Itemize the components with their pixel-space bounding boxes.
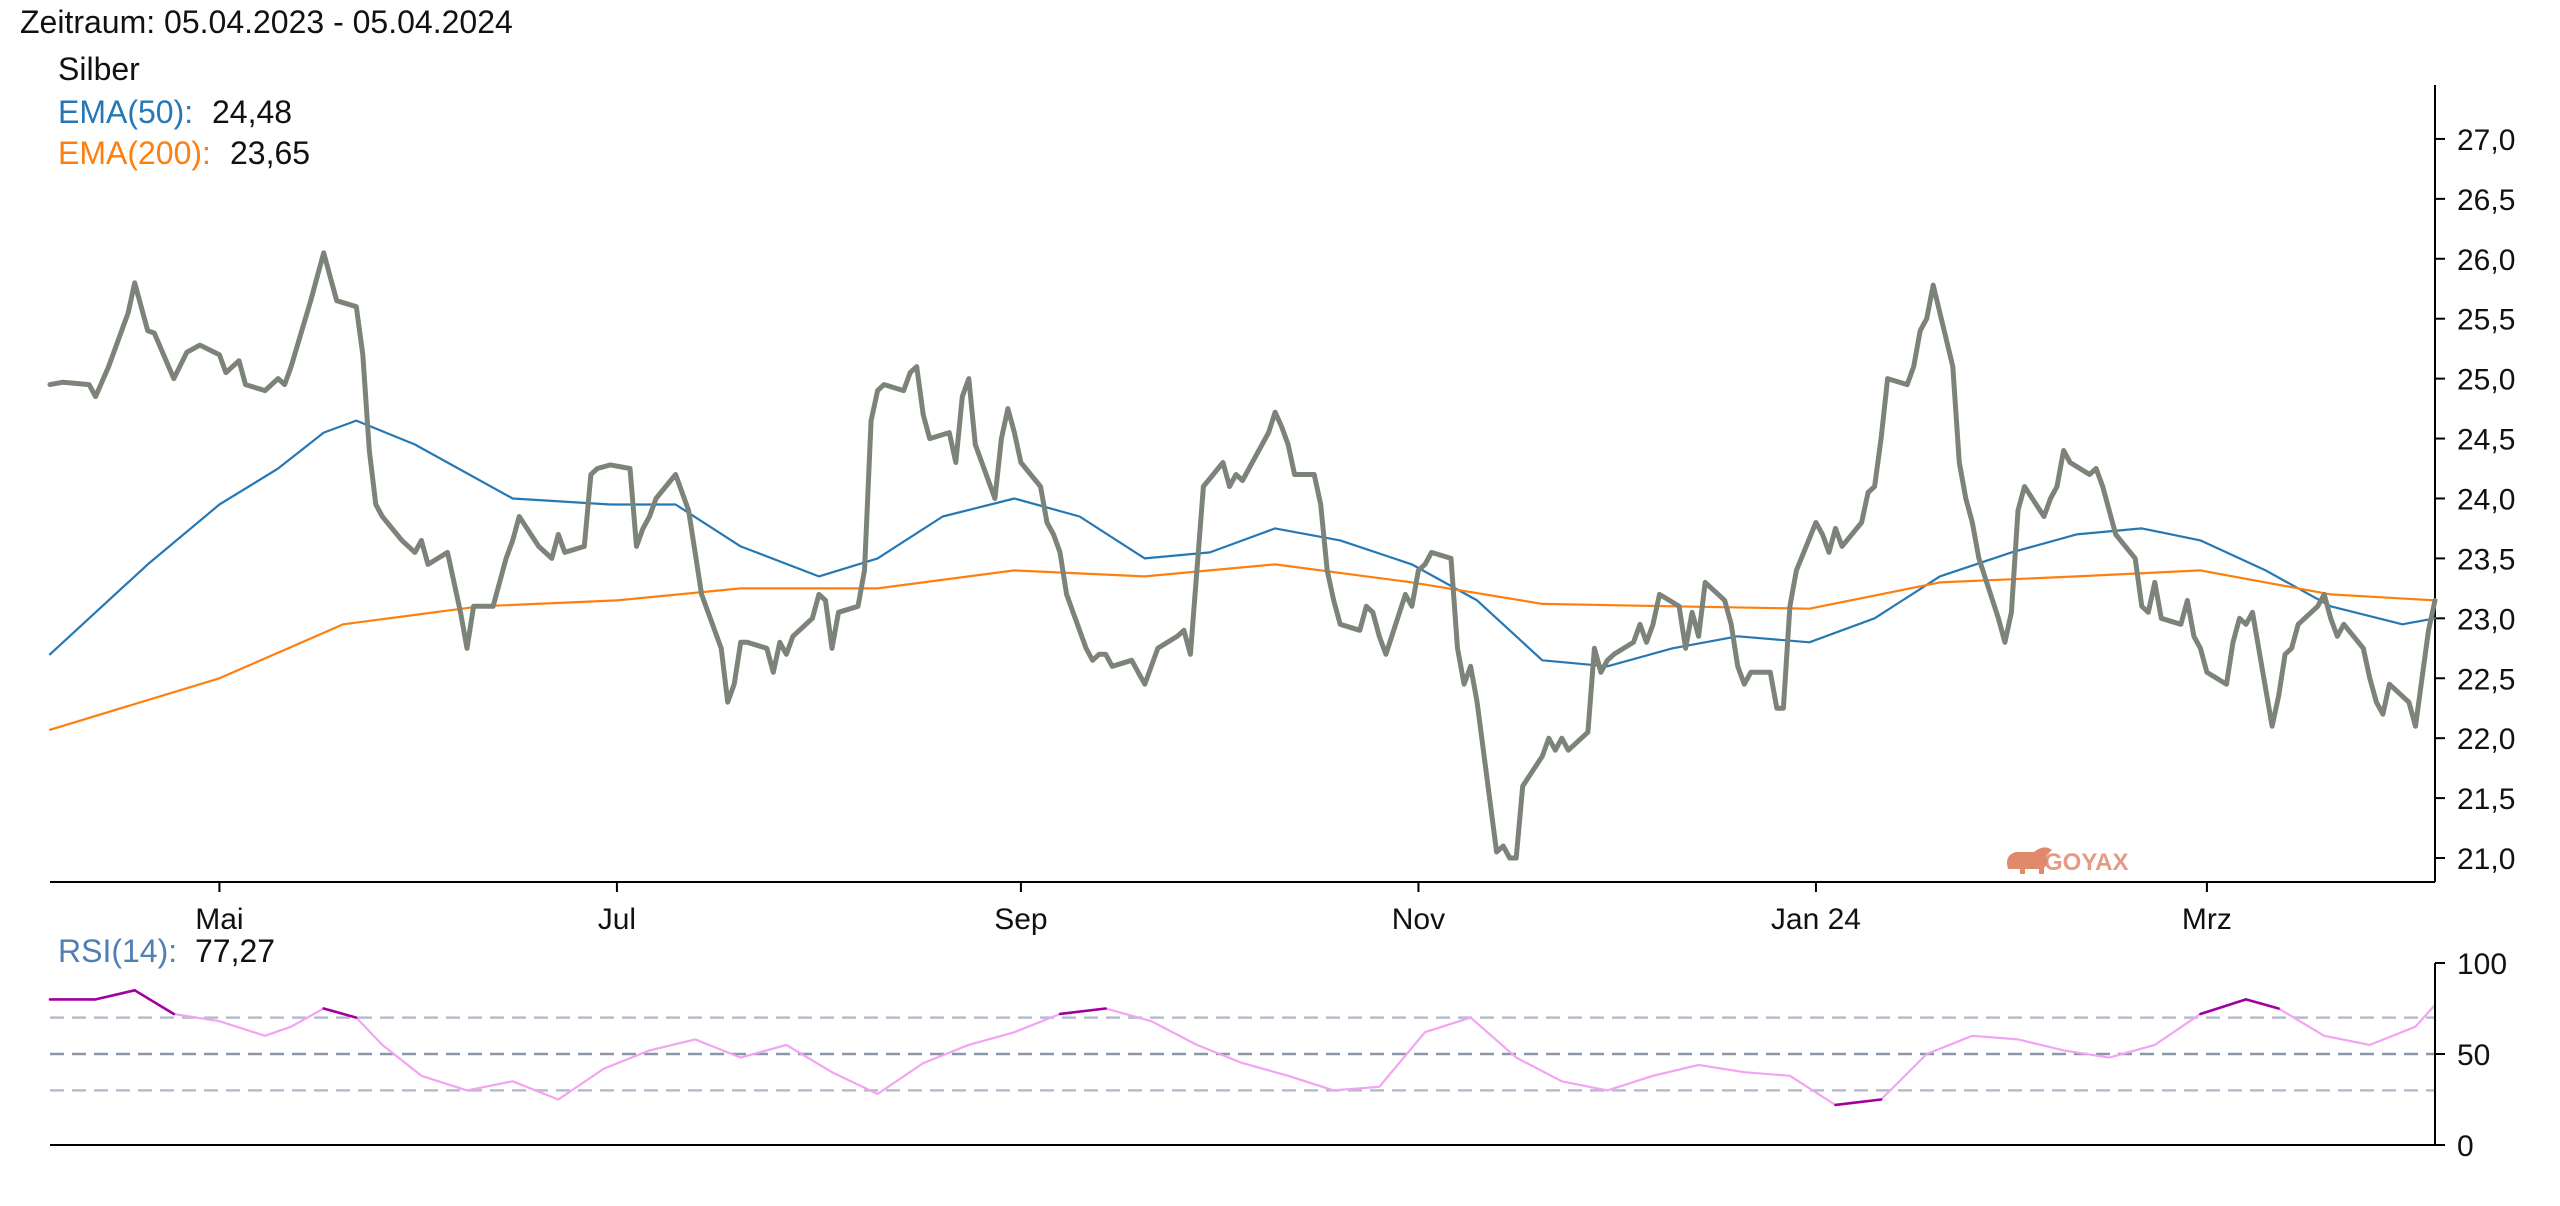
price-y-tick-label: 23,5 (2457, 543, 2515, 576)
series-line-ema-200 (48, 563, 2437, 731)
rsi-series-group (48, 988, 2436, 1107)
ema200-legend-value: 23,65 (230, 135, 310, 171)
watermark-text: GOYAX (2044, 849, 2128, 876)
price-x-tick-label: Mrz (2182, 903, 2232, 936)
price-y-tick-label: 27,0 (2457, 124, 2515, 157)
price-y-tick-label: 26,5 (2457, 184, 2515, 217)
rsi-extreme-segment (94, 988, 137, 1001)
price-series-group (47, 250, 2438, 861)
goyax-watermark: GOYAX (2007, 847, 2128, 876)
price-y-tick-label: 24,0 (2457, 483, 2515, 516)
price-x-tick-label: Sep (994, 903, 1047, 936)
price-x-tick-label: Jan 24 (1771, 903, 1861, 936)
price-y-tick-label: 22,5 (2457, 663, 2515, 696)
series-line-silber (47, 250, 2438, 861)
rsi-extreme-segment (322, 1007, 358, 1019)
rsi-extreme-segment (1834, 1098, 1883, 1107)
price-x-ticks: Mai Jul Sep Nov Jan 24 Mrz (195, 882, 2232, 936)
rsi-y-tick-label: 100 (2457, 948, 2507, 981)
price-y-tick-label: 21,5 (2457, 783, 2515, 816)
rsi-label: RSI(14): (58, 933, 177, 969)
price-y-ticks: 21,0 21,5 22,0 22,5 23,0 23,5 24,0 24,5 25,0 25,5… (2435, 124, 2515, 876)
rsi-extreme-segment (2199, 998, 2248, 1016)
period-label: Zeitraum: 05.04.2023 - 05.04.2024 (20, 4, 513, 40)
rsi-y-tick-label: 0 (2457, 1130, 2474, 1163)
price-y-tick-label: 21,0 (2457, 843, 2515, 876)
price-y-tick-label: 22,0 (2457, 723, 2515, 756)
price-x-tick-label: Nov (1392, 903, 1445, 936)
rsi-y-tick-label: 50 (2457, 1039, 2490, 1072)
rsi-y-ticks: 0 50 100 (2435, 948, 2507, 1163)
ema50-legend-value: 24,48 (212, 94, 292, 130)
rsi-extreme-segment (1058, 1007, 1107, 1016)
ema200-legend-label: EMA(200): (58, 135, 211, 171)
bull-logo-icon (2007, 847, 2052, 874)
price-y-tick-label: 24,5 (2457, 424, 2515, 457)
rsi-extreme-segment (133, 988, 176, 1016)
rsi-value: 77,27 (195, 933, 275, 969)
price-title: Silber (58, 51, 140, 87)
price-y-tick-label: 25,5 (2457, 304, 2515, 337)
rsi-reference-lines (50, 1016, 2435, 1092)
ema50-legend-label: EMA(50): (58, 94, 193, 130)
price-y-tick-label: 25,0 (2457, 364, 2515, 397)
rsi-extreme-segment (2244, 998, 2280, 1010)
series-line-rsi (50, 989, 2436, 1107)
price-x-tick-label: Mai (195, 903, 243, 936)
price-y-tick-label: 23,0 (2457, 603, 2515, 636)
price-x-tick-label: Jul (598, 903, 636, 936)
series-line-ema-50 (48, 419, 2437, 668)
price-y-tick-label: 26,0 (2457, 244, 2515, 277)
